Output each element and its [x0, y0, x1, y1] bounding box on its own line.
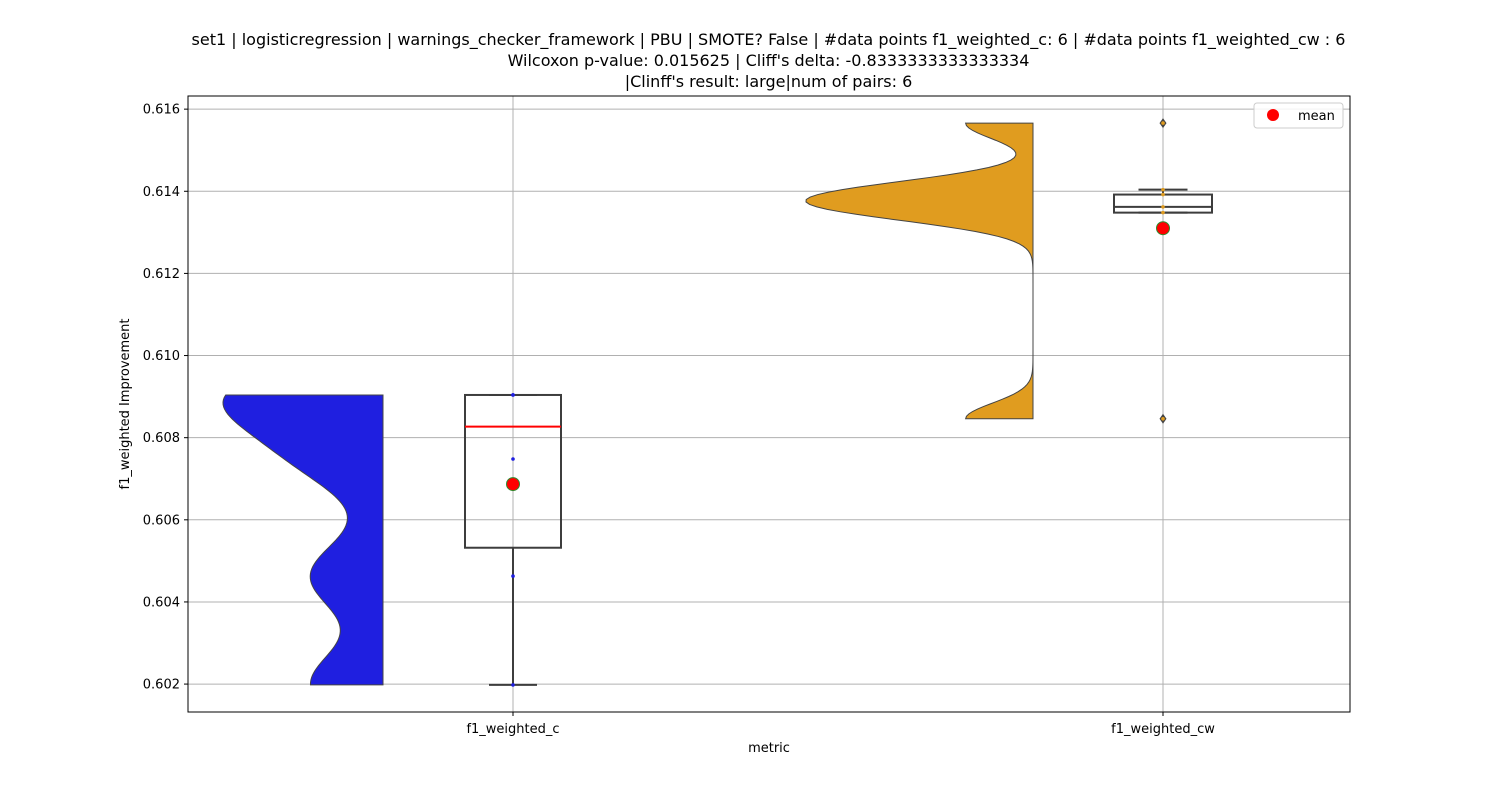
- x-tick-label: f1_weighted_c: [466, 722, 559, 737]
- y-tick-label: 0.604: [143, 595, 180, 610]
- y-tick-label: 0.602: [143, 678, 180, 693]
- legend-mean-label: mean: [1298, 109, 1335, 124]
- data-point: [1161, 192, 1165, 197]
- y-axis-label: f1_weighted Improvement: [118, 318, 133, 489]
- data-point: [511, 574, 515, 578]
- data-point: [1161, 187, 1165, 192]
- chart-title-line-2: Wilcoxon p-value: 0.015625 | Cliff's del…: [507, 51, 1030, 70]
- y-tick-label: 0.608: [143, 431, 180, 446]
- y-tick-label: 0.616: [143, 103, 180, 118]
- x-tick-label: f1_weighted_cw: [1111, 722, 1215, 737]
- data-point: [1161, 210, 1165, 215]
- boxplot-f1_weighted_cw: [1113, 118, 1213, 424]
- y-tick-label: 0.606: [143, 513, 180, 528]
- chart-title-line-1: set1 | logisticregression | warnings_che…: [191, 30, 1346, 49]
- x-axis-label: metric: [748, 741, 790, 756]
- y-axis-ticks: 0.602 0.604 0.606 0.608 0.610 0.612 0.614 0.616: [143, 103, 188, 693]
- data-point: [511, 457, 515, 461]
- y-tick-label: 0.612: [143, 267, 180, 282]
- legend-mean-marker: [1267, 109, 1279, 121]
- x-axis-ticks: f1_weighted_c f1_weighted_cw: [466, 712, 1215, 737]
- boxplots: [464, 118, 1213, 687]
- data-point: [1161, 416, 1165, 421]
- data-point: [1161, 121, 1165, 125]
- y-tick-label: 0.610: [143, 349, 180, 364]
- chart-title-line-3: |Clinff's result: large|num of pairs: 6: [624, 72, 913, 91]
- data-point: [511, 683, 515, 687]
- violin-f1_weighted_c: [222, 394, 384, 686]
- plot-frame: [187, 95, 1351, 713]
- legend-box: [1253, 102, 1344, 129]
- violins: [222, 122, 1034, 686]
- data-point: [511, 393, 515, 397]
- boxplot-f1_weighted_c: [464, 393, 562, 687]
- y-tick-label: 0.614: [143, 185, 180, 200]
- legend: mean: [1253, 102, 1344, 129]
- mean-marker: [506, 477, 520, 492]
- violin-f1_weighted_cw: [805, 122, 1034, 420]
- mean-marker: [1156, 221, 1170, 236]
- data-point: [1161, 205, 1165, 209]
